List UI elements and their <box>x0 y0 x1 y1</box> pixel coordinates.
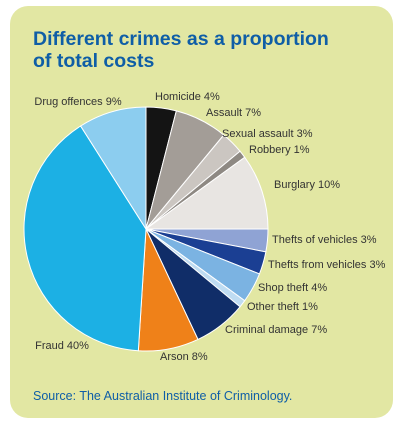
chart-title-line-1: Different crimes as a proportion <box>33 28 329 50</box>
label-homicide: Homicide 4% <box>155 91 220 103</box>
slice-labels: Homicide 4% Assault 7% Sexual assault 3% Ro… <box>34 91 385 363</box>
label-thefts-of-vehicles: Thefts of vehicles 3% <box>272 234 377 246</box>
label-other-theft: Other theft 1% <box>247 301 318 313</box>
chart-title: Different crimes as a proportion of tota… <box>33 28 353 72</box>
pie-slices <box>23 106 269 352</box>
slice-fraud <box>23 125 147 352</box>
label-criminal-damage: Criminal damage 7% <box>225 324 327 336</box>
slice-burglary <box>144 156 269 230</box>
label-burglary: Burglary 10% <box>274 179 340 191</box>
label-shop-theft: Shop theft 4% <box>258 282 327 294</box>
label-drug-offences: Drug offences 9% <box>34 96 121 108</box>
label-arson: Arson 8% <box>160 351 208 363</box>
label-fraud: Fraud 40% <box>35 340 89 352</box>
label-sexual-assault: Sexual assault 3% <box>222 128 313 140</box>
source-note: Source: The Australian Institute of Crim… <box>33 389 293 403</box>
chart-title-line-2: of total costs <box>33 50 155 72</box>
label-assault: Assault 7% <box>206 107 261 119</box>
label-thefts-from-vehicles: Thefts from vehicles 3% <box>268 259 386 271</box>
label-robbery: Robbery 1% <box>249 144 310 156</box>
slice-drug-offences <box>79 106 147 231</box>
